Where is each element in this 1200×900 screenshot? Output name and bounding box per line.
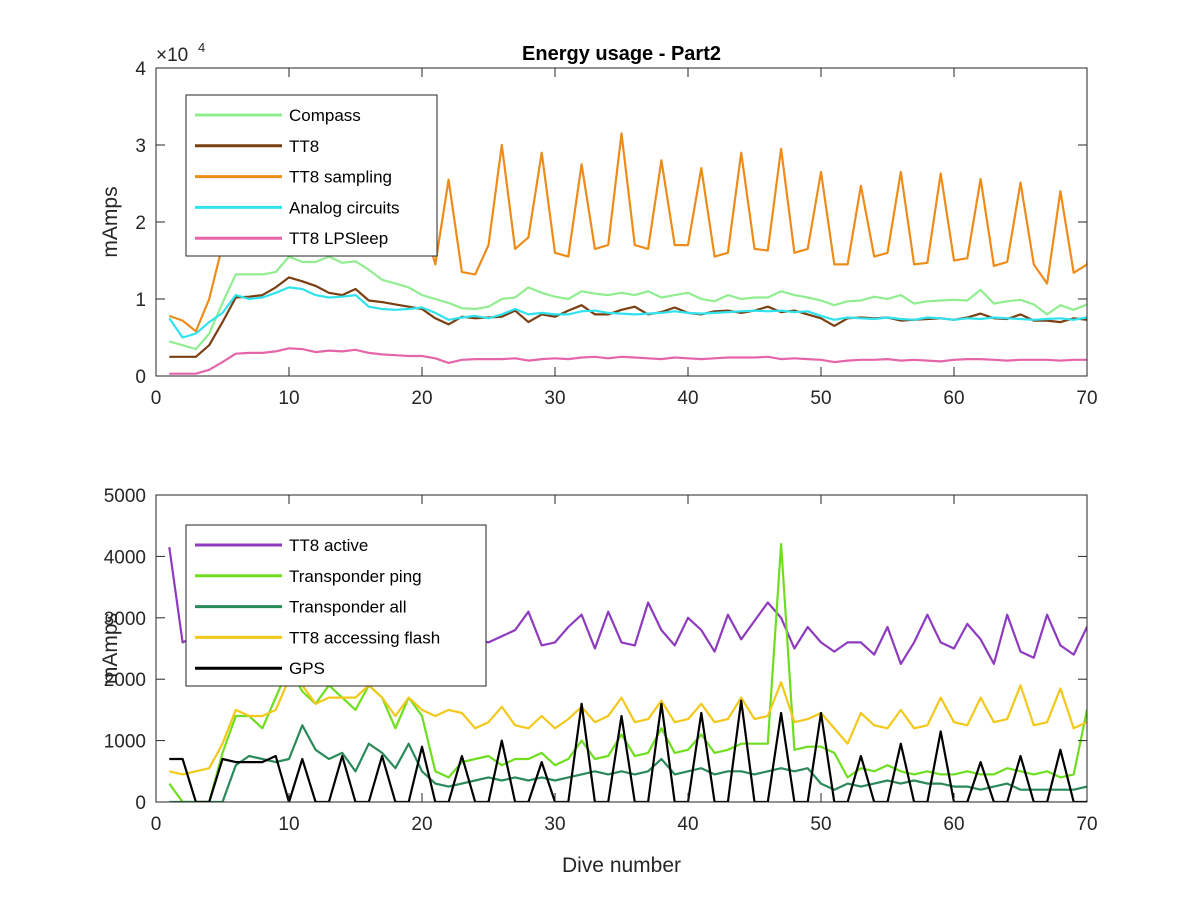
series-line-gps bbox=[169, 699, 1087, 802]
y-tick-label: 1000 bbox=[104, 732, 146, 753]
y-tick-label: 0 bbox=[135, 367, 146, 388]
legend-item-tt8-sampling: TT8 sampling bbox=[195, 168, 392, 187]
y-tick-label: 0 bbox=[135, 793, 146, 814]
legend-label: TT8 sampling bbox=[289, 168, 392, 187]
legend-item-transponder-ping: Transponder ping bbox=[195, 567, 422, 586]
legend-label: Transponder all bbox=[289, 598, 407, 617]
series-line-transponder-ping bbox=[168, 542, 1087, 802]
y-axis-exponent-power: 4 bbox=[198, 40, 205, 55]
y-tick-label: 1 bbox=[135, 290, 146, 311]
x-tick-label: 0 bbox=[151, 388, 162, 409]
legend-item-tt8: TT8 bbox=[195, 137, 319, 156]
legend: TT8 active Transponder ping Transponder al… bbox=[185, 524, 487, 687]
legend-label: Transponder ping bbox=[289, 567, 422, 586]
legend-label: TT8 bbox=[289, 137, 319, 156]
legend-item-analog-circuits: Analog circuits bbox=[195, 198, 400, 217]
legend-label: TT8 accessing flash bbox=[289, 628, 440, 647]
y-tick-label: 3000 bbox=[104, 609, 146, 630]
x-tick-label: 30 bbox=[544, 814, 565, 835]
legend-item-compass: Compass bbox=[195, 106, 361, 125]
legend-item-tt8-lpsleep: TT8 LPSleep bbox=[195, 229, 388, 248]
x-tick-label: 50 bbox=[810, 388, 831, 409]
x-tick-label: 20 bbox=[411, 388, 432, 409]
x-tick-label: 20 bbox=[411, 814, 432, 835]
series-line-analog-circuits bbox=[168, 286, 1087, 339]
x-axis-label: Dive number bbox=[562, 854, 681, 877]
x-tick-label: 30 bbox=[544, 388, 565, 409]
y-tick-label: 5000 bbox=[104, 486, 146, 507]
series-line-tt8-lpsleep bbox=[169, 347, 1087, 375]
bottom-chart: 0 10 20 30 40 50 60 70 0 1000 2000 3000 4000 5000 Dive… bbox=[99, 486, 1098, 877]
y-tick-label: 2000 bbox=[104, 670, 146, 691]
legend-item-transponder-all: Transponder all bbox=[195, 598, 407, 617]
series-line-compass bbox=[168, 255, 1087, 351]
x-tick-label: 50 bbox=[810, 814, 831, 835]
x-tick-label: 10 bbox=[278, 388, 299, 409]
legend-label: Analog circuits bbox=[289, 198, 400, 217]
x-tick-label: 70 bbox=[1076, 388, 1097, 409]
series-line-tt8-accessing-flash bbox=[169, 678, 1087, 776]
legend-item-tt8-active: TT8 active bbox=[195, 536, 368, 555]
chart-title: Energy usage - Part2 bbox=[522, 43, 721, 65]
legend-item-gps: GPS bbox=[195, 659, 325, 678]
x-tick-label: 60 bbox=[943, 388, 964, 409]
y-tick-label: 3 bbox=[135, 136, 146, 157]
axes-box bbox=[155, 494, 1088, 803]
x-tick-label: 40 bbox=[677, 388, 698, 409]
y-axis-label: mAmps bbox=[99, 613, 122, 684]
legend-label: Compass bbox=[289, 106, 361, 125]
legend-label: TT8 LPSleep bbox=[289, 229, 388, 248]
y-axis-exponent: ×10 bbox=[156, 45, 188, 66]
y-axis-label: mAmps bbox=[99, 186, 122, 257]
x-tick-label: 0 bbox=[151, 814, 162, 835]
series-line-transponder-all bbox=[169, 724, 1087, 802]
legend-item-tt8-accessing-flash: TT8 accessing flash bbox=[195, 628, 440, 647]
x-tick-label: 40 bbox=[677, 814, 698, 835]
legend: Compass TT8 TT8 sampling Analog circuits TT8… bbox=[185, 94, 438, 257]
legend-label: TT8 active bbox=[289, 536, 368, 555]
top-chart: 0 10 20 30 40 50 60 70 0 1 2 3 4 ×10 4 Energy usage - P… bbox=[99, 40, 1098, 409]
x-tick-label: 70 bbox=[1076, 814, 1097, 835]
x-tick-label: 60 bbox=[943, 814, 964, 835]
legend-label: GPS bbox=[289, 659, 325, 678]
y-tick-label: 4 bbox=[135, 59, 146, 80]
x-tick-label: 10 bbox=[278, 814, 299, 835]
y-tick-label: 2 bbox=[135, 213, 146, 234]
y-tick-label: 4000 bbox=[104, 547, 146, 568]
